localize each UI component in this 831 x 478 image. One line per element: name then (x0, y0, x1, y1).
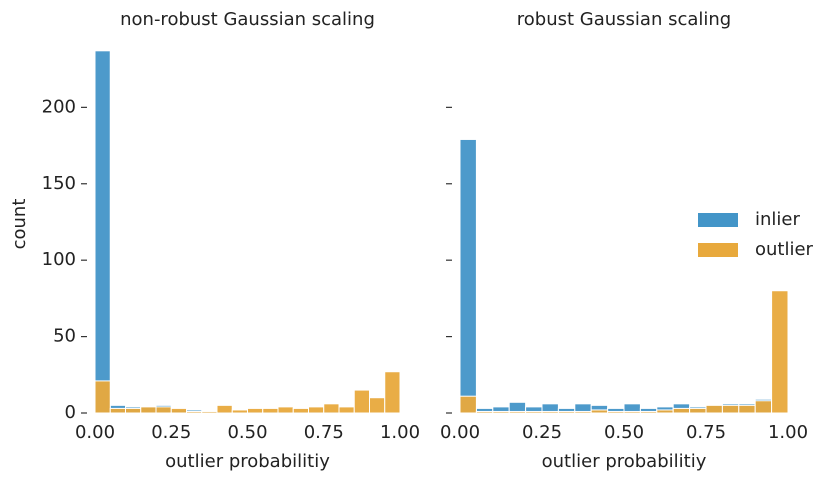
histogram-bar (186, 410, 203, 414)
x-tick-label: 0.00 (440, 422, 480, 443)
histogram-bar (338, 406, 355, 414)
histogram-bar (672, 407, 691, 414)
legend-label: outlier (755, 239, 814, 260)
histogram-bar (525, 410, 543, 414)
histogram-bar (369, 397, 386, 414)
histogram-bar (738, 404, 756, 414)
x-axis-label: outlier probabilitiy (542, 451, 707, 472)
legend-swatch (698, 243, 738, 257)
x-axis-label: outlier probabilitiy (165, 451, 330, 472)
histogram-bar (639, 410, 658, 414)
histogram-bar (492, 410, 510, 414)
x-tick-label: 0.75 (686, 422, 726, 443)
histogram-bar (623, 410, 641, 414)
histogram-bar (771, 290, 789, 414)
x-tick-label: 0.25 (151, 422, 191, 443)
histogram-bar (656, 409, 674, 414)
histogram-bar (125, 407, 142, 414)
histogram-bar (94, 380, 111, 414)
y-tick-label: 0 (65, 402, 76, 423)
y-axis-label: count (9, 199, 30, 250)
x-tick-label: 0.75 (304, 422, 344, 443)
histogram-bar (353, 389, 370, 414)
histogram-bar (323, 403, 340, 414)
histogram-bar (231, 409, 248, 414)
histogram-bar (508, 410, 527, 414)
histogram-bar (155, 406, 172, 414)
x-tick-label: 0.50 (604, 422, 644, 443)
histogram-bar (541, 410, 559, 414)
histogram-bar (590, 409, 609, 414)
histogram-bar (384, 371, 401, 414)
histogram-bar (201, 410, 218, 414)
histogram-bar (262, 407, 279, 414)
panel-title: non-robust Gaussian scaling (120, 9, 375, 30)
y-tick-label: 100 (42, 249, 76, 270)
x-tick-label: 0.50 (227, 422, 267, 443)
x-tick-label: 0.00 (75, 422, 115, 443)
histogram-bar (170, 407, 187, 414)
histogram-bar (140, 406, 157, 414)
histogram-bar (277, 406, 294, 414)
y-tick-label: 150 (42, 173, 76, 194)
histogram-bar (689, 407, 707, 414)
legend-label: inlier (755, 209, 800, 230)
histogram-bar (754, 400, 773, 414)
histogram-bar (557, 410, 576, 414)
histogram-bar (607, 410, 625, 414)
histogram-bar (216, 404, 233, 414)
histogram-bar (247, 407, 264, 414)
histogram-bar (574, 410, 592, 414)
x-tick-label: 1.00 (380, 422, 420, 443)
y-tick-label: 50 (53, 326, 76, 347)
histogram-bar (292, 407, 309, 414)
x-tick-label: 0.25 (522, 422, 562, 443)
histogram-bar (705, 404, 723, 414)
histogram-bar (94, 50, 111, 414)
histogram-bar (459, 395, 477, 414)
legend-swatch (698, 213, 738, 227)
histogram-bar (459, 138, 477, 414)
panel-title: robust Gaussian scaling (517, 9, 731, 30)
histogram-bar (475, 410, 494, 414)
histogram-bar (308, 406, 325, 414)
histogram-bar (109, 407, 126, 414)
x-tick-label: 1.00 (768, 422, 808, 443)
histogram-bar (721, 404, 740, 414)
y-tick-label: 200 (42, 96, 76, 117)
